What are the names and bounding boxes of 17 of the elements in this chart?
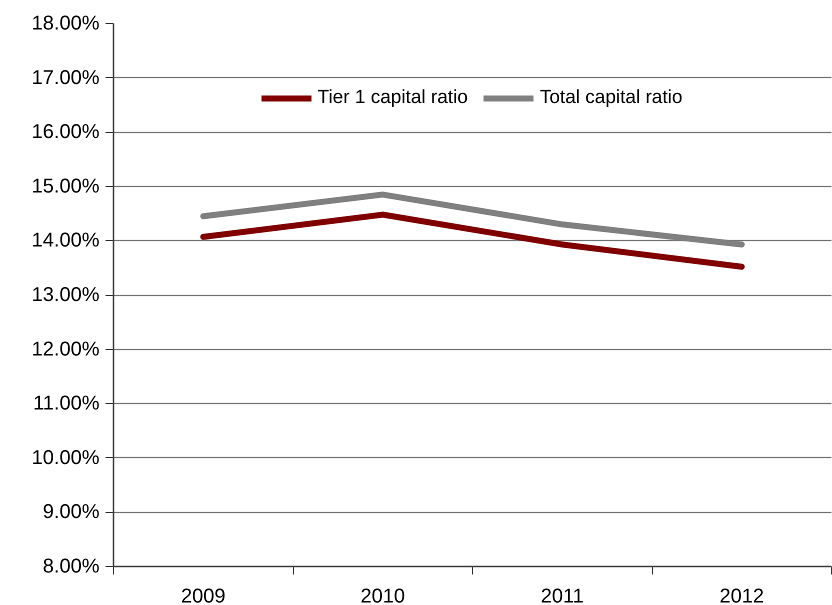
legend-label: Tier 1 capital ratio — [318, 87, 468, 109]
y-tick-label: 13.00% — [32, 284, 100, 306]
x-tick-label: 2009 — [181, 586, 226, 605]
y-tick-label: 17.00% — [32, 66, 100, 89]
x-tick-label: 2010 — [360, 586, 406, 605]
legend-label: Total capital ratio — [540, 87, 682, 109]
x-tick-label: 2011 — [540, 586, 584, 605]
y-tick-label: 16.00% — [32, 121, 100, 144]
y-tick-label: 11.00% — [33, 392, 100, 415]
y-tick-label: 14.00% — [32, 230, 100, 252]
y-tick-label: 9.00% — [42, 501, 100, 524]
y-tick-label: 10.00% — [32, 446, 100, 469]
y-tick-label: 8.00% — [42, 556, 100, 578]
y-tick-label: 15.00% — [32, 175, 100, 198]
x-tick-label: 2012 — [720, 586, 764, 605]
y-tick-label: 12.00% — [32, 338, 100, 360]
y-tick-label: 18.00% — [32, 12, 100, 34]
